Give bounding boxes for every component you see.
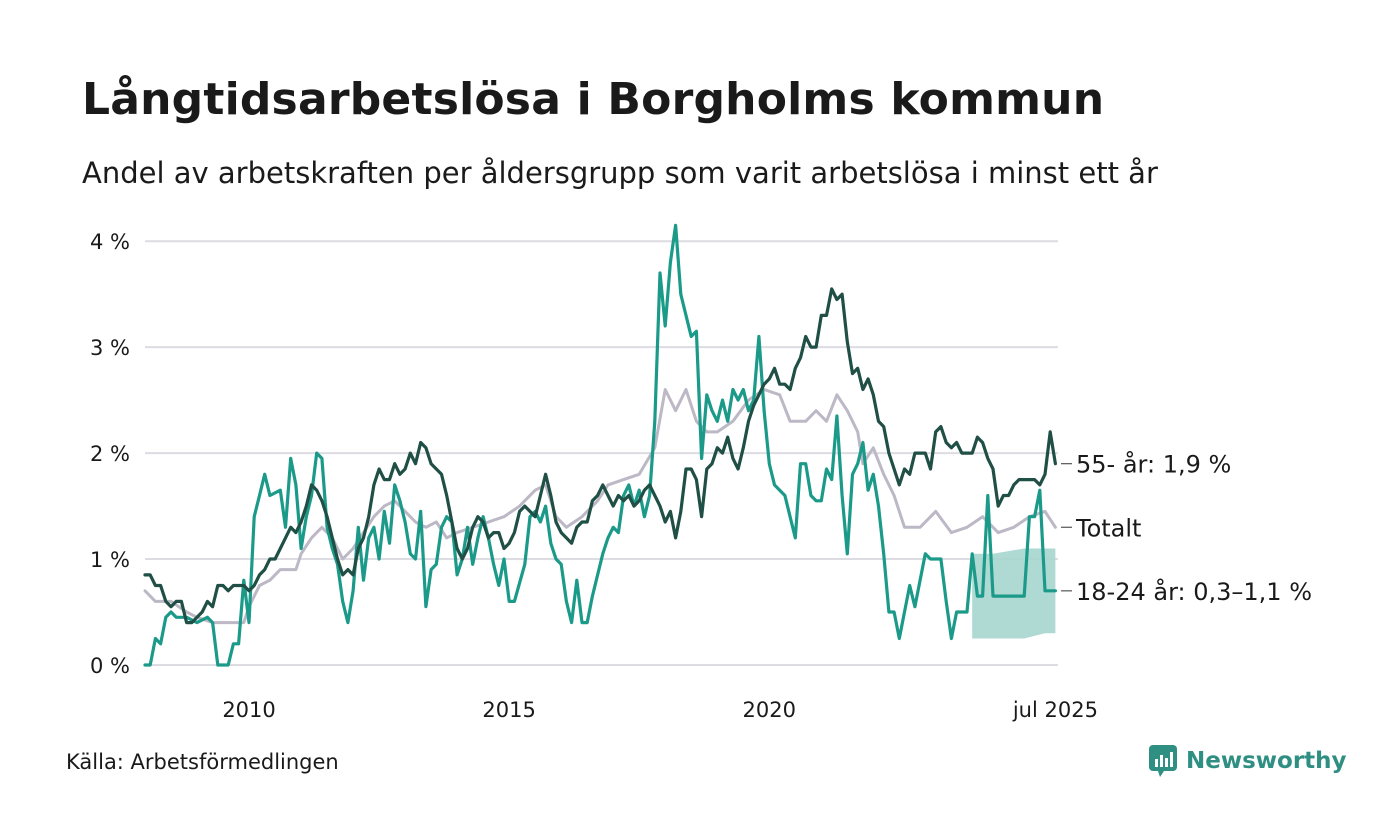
end-label-y18: 18-24 år: 0,3–1,1 % bbox=[1076, 577, 1312, 606]
end-label-s55: 55- år: 1,9 % bbox=[1076, 450, 1231, 479]
y-axis-tick-labels: 0 % 1 % 2 % 3 % 4 % bbox=[90, 230, 130, 678]
newsworthy-logo-icon bbox=[1149, 745, 1177, 777]
gridlines bbox=[145, 240, 1058, 666]
brand-name: Newsworthy bbox=[1186, 748, 1347, 774]
y-tick-label: 3 % bbox=[90, 336, 130, 360]
x-tick-label: 2010 bbox=[222, 698, 275, 722]
series-end-labels: Totalt 18-24 år: 0,3–1,1 % 55- år: 1,9 % bbox=[1061, 450, 1312, 606]
x-tick-label: jul 2025 bbox=[1012, 698, 1098, 722]
x-tick-label: 2020 bbox=[743, 698, 796, 722]
series-line-total bbox=[143, 388, 1057, 625]
series-line-s55 bbox=[143, 287, 1057, 625]
brand-logo: Newsworthy bbox=[1148, 744, 1347, 778]
chart-title: Långtidsarbetslösa i Borgholms kommun bbox=[82, 74, 1105, 125]
y-tick-label: 2 % bbox=[90, 442, 130, 466]
y-tick-label: 1 % bbox=[90, 548, 130, 572]
series-lines bbox=[143, 223, 1057, 667]
y-tick-label: 4 % bbox=[90, 230, 130, 254]
source-note: Källa: Arbetsförmedlingen bbox=[66, 750, 339, 774]
x-tick-label: 2015 bbox=[482, 698, 535, 722]
end-label-total: Totalt bbox=[1075, 514, 1141, 542]
y-tick-label: 0 % bbox=[90, 654, 130, 678]
x-axis-tick-labels: 2010 2015 2020 jul 2025 bbox=[222, 698, 1098, 722]
series-line-y18 bbox=[143, 223, 1057, 667]
chart-subtitle: Andel av arbetskraften per åldersgrupp s… bbox=[82, 156, 1158, 190]
